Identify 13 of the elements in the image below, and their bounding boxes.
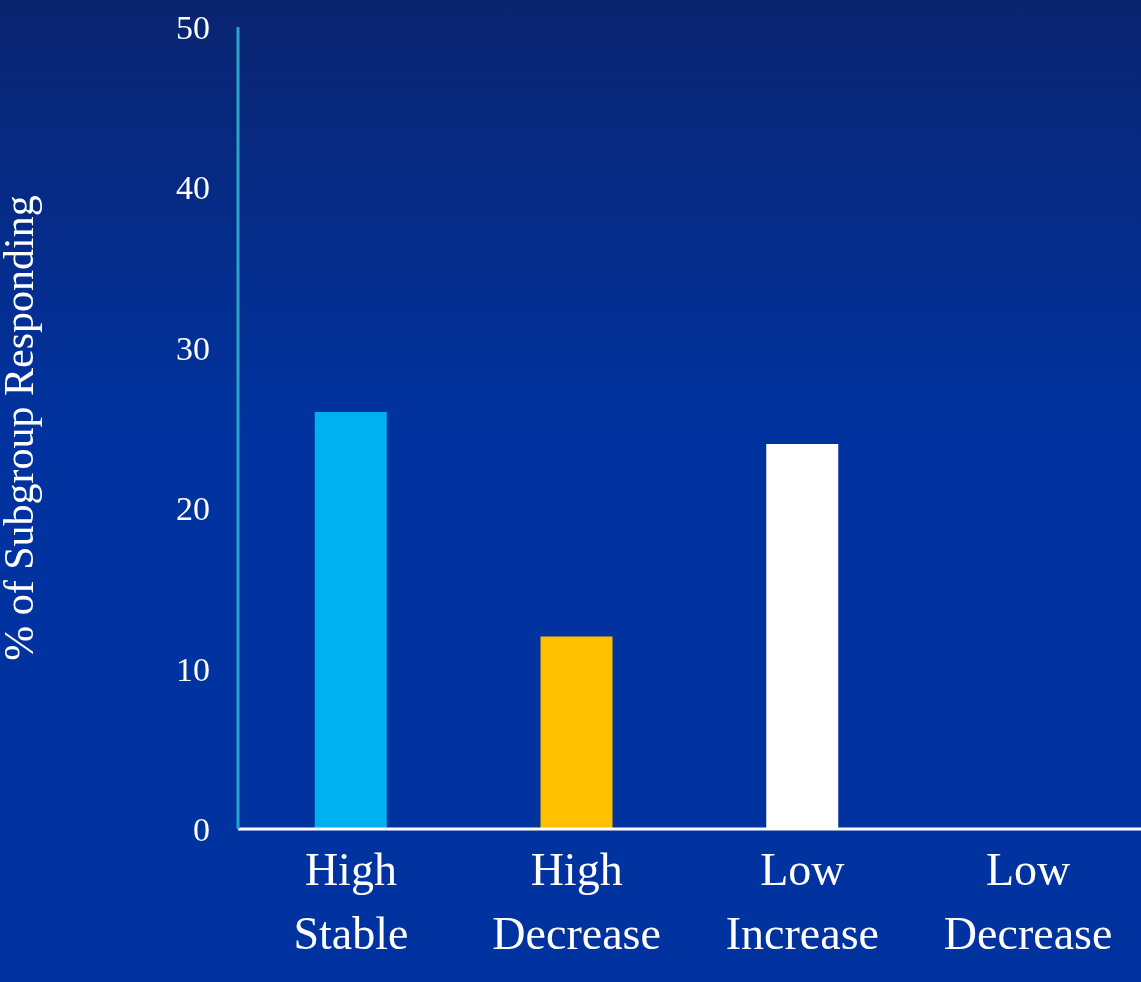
bar — [540, 636, 613, 829]
y-tick-label: 40 — [176, 169, 210, 207]
y-tick-label: 10 — [176, 650, 210, 688]
y-tick-label: 20 — [176, 490, 210, 528]
x-tick-label: Low Decrease — [943, 844, 1113, 959]
x-tick-label: High Stable — [293, 844, 409, 959]
y-tick-label: 30 — [176, 329, 210, 367]
x-tick-label: Low Increase — [725, 844, 879, 959]
x-tick-label: High Decrease — [492, 844, 661, 959]
y-tick-label: 0 — [193, 811, 210, 849]
bar — [314, 411, 387, 829]
y-tick-label: 50 — [176, 9, 210, 47]
y-axis-title: % of Subgroup Responding — [0, 195, 42, 661]
